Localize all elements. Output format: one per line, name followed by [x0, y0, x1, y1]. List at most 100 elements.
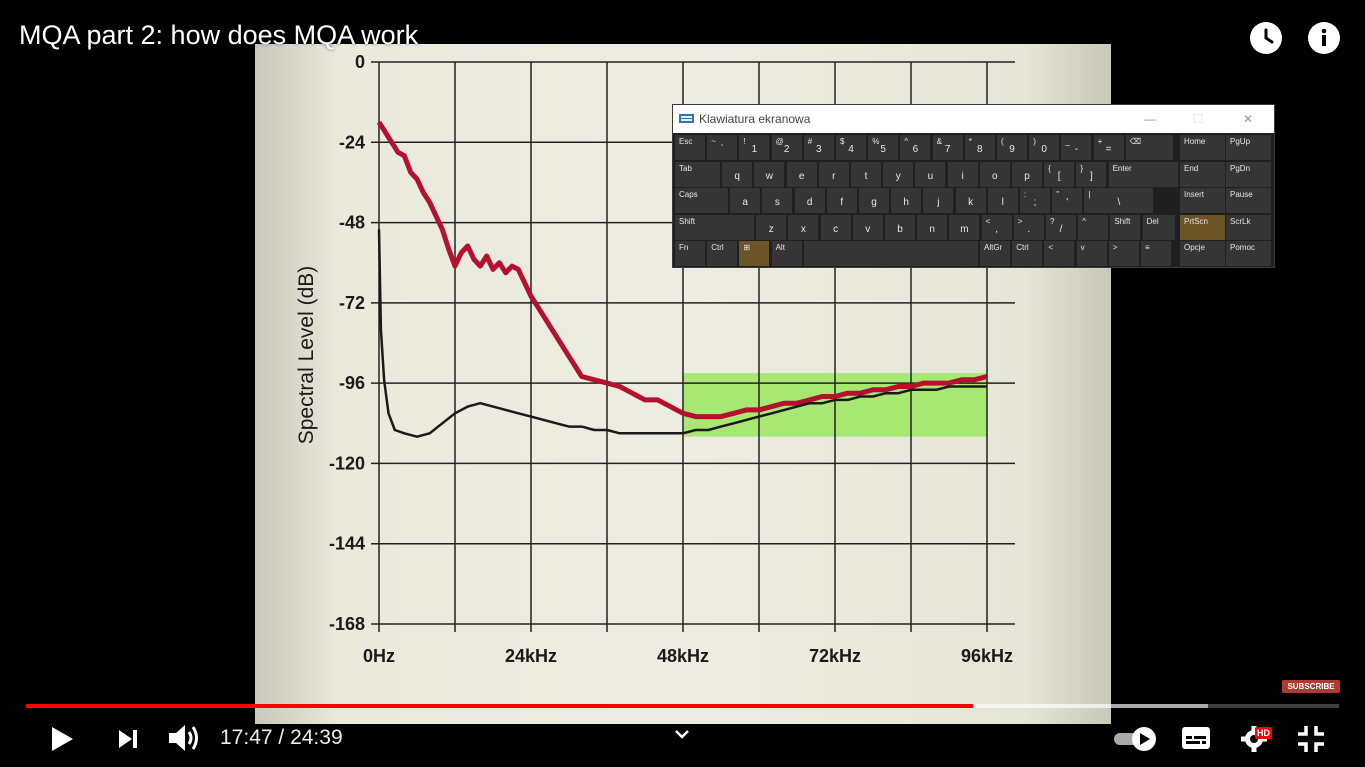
key[interactable]: ^ 6 — [900, 135, 931, 160]
key[interactable]: * 8 — [964, 135, 995, 160]
key[interactable]: Ctrl — [1012, 241, 1043, 266]
maximize-button[interactable]: ☐ — [1192, 112, 1204, 126]
key[interactable]: ) 0 — [1029, 135, 1060, 160]
key[interactable]: j — [923, 188, 954, 213]
key[interactable]: c — [820, 215, 851, 240]
key[interactable]: s — [762, 188, 793, 213]
key[interactable]: u — [915, 162, 946, 187]
key[interactable]: Shift — [675, 215, 754, 240]
on-screen-keyboard-window[interactable]: Klawiatura ekranowa — ☐ ✕ Esc ~ `! 1 @2 #3 $4%… — [672, 104, 1275, 268]
key[interactable]: e — [786, 162, 817, 187]
key[interactable]: d — [794, 188, 825, 213]
key[interactable]: p — [1012, 162, 1042, 187]
key[interactable]: AltGr — [980, 241, 1010, 266]
key[interactable]: x — [788, 215, 819, 240]
key[interactable]: ≡ — [1141, 241, 1171, 266]
key[interactable]: :; — [1020, 188, 1050, 213]
key[interactable] — [803, 241, 978, 266]
key-label: _ — [1065, 137, 1070, 146]
key[interactable]: b — [885, 215, 915, 240]
key[interactable]: >. — [1013, 215, 1044, 240]
key-label: PrtScn — [1184, 217, 1209, 226]
key[interactable]: a — [730, 188, 761, 213]
key[interactable]: End — [1180, 162, 1225, 187]
key[interactable]: z — [756, 215, 787, 240]
key[interactable]: @2 — [771, 135, 802, 160]
key[interactable]: ? / — [1046, 215, 1076, 240]
key[interactable]: v — [1076, 241, 1107, 266]
info-icon[interactable] — [1308, 22, 1340, 54]
key[interactable]: _ - — [1061, 135, 1092, 160]
key[interactable]: {[ — [1044, 162, 1075, 187]
key[interactable]: + = — [1093, 135, 1124, 160]
key[interactable]: PgDn — [1226, 162, 1271, 187]
next-icon[interactable] — [116, 727, 140, 756]
clock-icon[interactable] — [1250, 22, 1282, 54]
key-char: g — [871, 197, 877, 208]
key[interactable]: Caps — [675, 188, 728, 213]
key[interactable]: Esc — [675, 135, 705, 160]
key[interactable]: w — [754, 162, 785, 187]
chevron-down-icon[interactable] — [673, 727, 691, 746]
key[interactable]: ⌫ — [1125, 135, 1173, 160]
exit-fullscreen-icon[interactable] — [1296, 724, 1326, 759]
key[interactable]: $4 — [836, 135, 866, 160]
volume-icon[interactable] — [167, 722, 201, 759]
key[interactable]: Tab — [675, 162, 720, 187]
key[interactable]: Opcje — [1180, 241, 1225, 266]
key[interactable]: Ctrl — [707, 241, 738, 266]
key[interactable]: f — [826, 188, 857, 213]
key[interactable]: Shift — [1110, 215, 1141, 240]
key[interactable]: Pause — [1226, 188, 1271, 213]
key[interactable]: < — [1044, 241, 1075, 266]
key[interactable]: q — [722, 162, 753, 187]
key[interactable]: PrtScn — [1180, 215, 1225, 240]
key[interactable]: Enter — [1108, 162, 1178, 187]
close-button[interactable]: ✕ — [1242, 112, 1254, 126]
key[interactable]: ScrLk — [1226, 215, 1271, 240]
key[interactable]: i — [947, 162, 978, 187]
subtitles-icon[interactable] — [1181, 726, 1211, 755]
key[interactable]: & 7 — [932, 135, 963, 160]
osk-titlebar[interactable]: Klawiatura ekranowa — ☐ ✕ — [673, 105, 1274, 133]
key[interactable]: g — [859, 188, 889, 213]
key[interactable]: ! 1 — [739, 135, 770, 160]
key[interactable]: ~ ` — [707, 135, 738, 160]
key[interactable]: Alt — [771, 241, 802, 266]
key[interactable]: ⊞ — [739, 241, 770, 266]
key[interactable]: PgUp — [1226, 135, 1271, 160]
key[interactable]: }] — [1076, 162, 1107, 187]
key[interactable]: (9 — [997, 135, 1027, 160]
key[interactable]: n — [917, 215, 948, 240]
key-label: : — [1024, 190, 1027, 199]
key-label: End — [1184, 164, 1199, 173]
key[interactable]: l — [987, 188, 1018, 213]
key[interactable]: h — [891, 188, 922, 213]
video-title[interactable]: MQA part 2: how does MQA work — [19, 20, 419, 50]
key[interactable]: Del — [1142, 215, 1175, 240]
key[interactable]: o — [979, 162, 1010, 187]
minimize-button[interactable]: — — [1144, 112, 1156, 126]
key[interactable]: > — [1108, 241, 1139, 266]
key[interactable]: r — [818, 162, 849, 187]
key[interactable]: Home — [1180, 135, 1225, 160]
key-label: $ — [840, 137, 845, 146]
key[interactable]: k — [955, 188, 986, 213]
key[interactable]: #3 — [803, 135, 834, 160]
key[interactable]: Fn — [675, 241, 705, 266]
key[interactable]: Pomoc — [1226, 241, 1271, 266]
key[interactable]: m — [949, 215, 980, 240]
autoplay-toggle[interactable] — [1112, 726, 1160, 757]
progress-bar[interactable] — [26, 704, 1339, 708]
play-icon[interactable] — [48, 724, 76, 759]
key[interactable]: Insert — [1180, 188, 1225, 213]
key[interactable]: % 5 — [868, 135, 899, 160]
key[interactable]: y — [883, 162, 914, 187]
key[interactable]: | \ — [1084, 188, 1154, 213]
key[interactable]: ^ — [1078, 215, 1109, 240]
key[interactable]: t — [851, 162, 881, 187]
key[interactable]: v — [852, 215, 883, 240]
key[interactable]: " ' — [1052, 188, 1083, 213]
key[interactable]: <, — [981, 215, 1012, 240]
subscribe-watermark[interactable]: SUBSCRIBE — [1282, 680, 1340, 693]
